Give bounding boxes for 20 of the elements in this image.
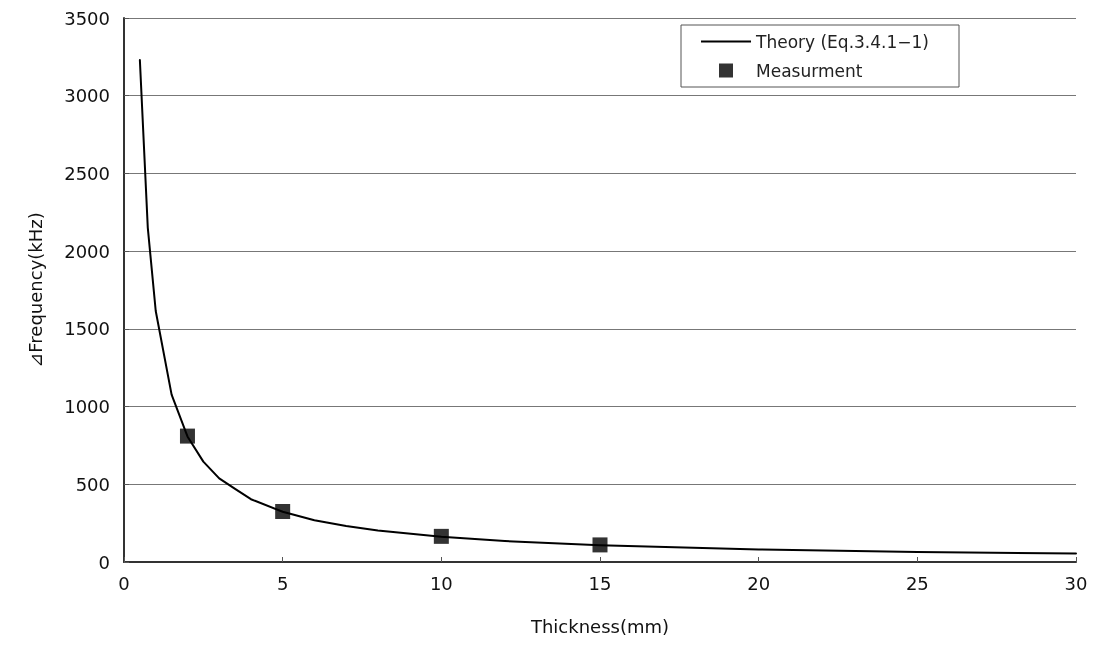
x-tick-label: 15 (588, 572, 612, 594)
x-tick-label: 5 (276, 572, 289, 594)
x-tick-label: 30 (1064, 572, 1088, 594)
line-series (138, 58, 1077, 555)
y-tick-label: 0 (98, 551, 110, 573)
y-tick-label: 2000 (64, 240, 110, 262)
x-tick-label: 10 (429, 572, 453, 594)
y-axis-title: ⊿Frequency(kHz) (24, 212, 46, 368)
y-tick-label: 3000 (64, 85, 110, 107)
legend-label: Measurment (756, 60, 863, 81)
x-tick-label: 0 (118, 572, 130, 594)
x-tick-label: 25 (905, 572, 929, 594)
y-tick-label: 1500 (64, 318, 110, 340)
y-tick-label: 500 (75, 473, 110, 495)
y-tick-label: 3500 (64, 7, 110, 29)
x-tick-label: 20 (747, 572, 771, 594)
y-tick-label: 2500 (64, 162, 110, 184)
legend-label: Theory (Eq.3.4.1−1) (755, 31, 930, 52)
y-tick-label: 1000 (64, 396, 110, 418)
x-axis-title: Thickness(mm) (529, 615, 670, 637)
